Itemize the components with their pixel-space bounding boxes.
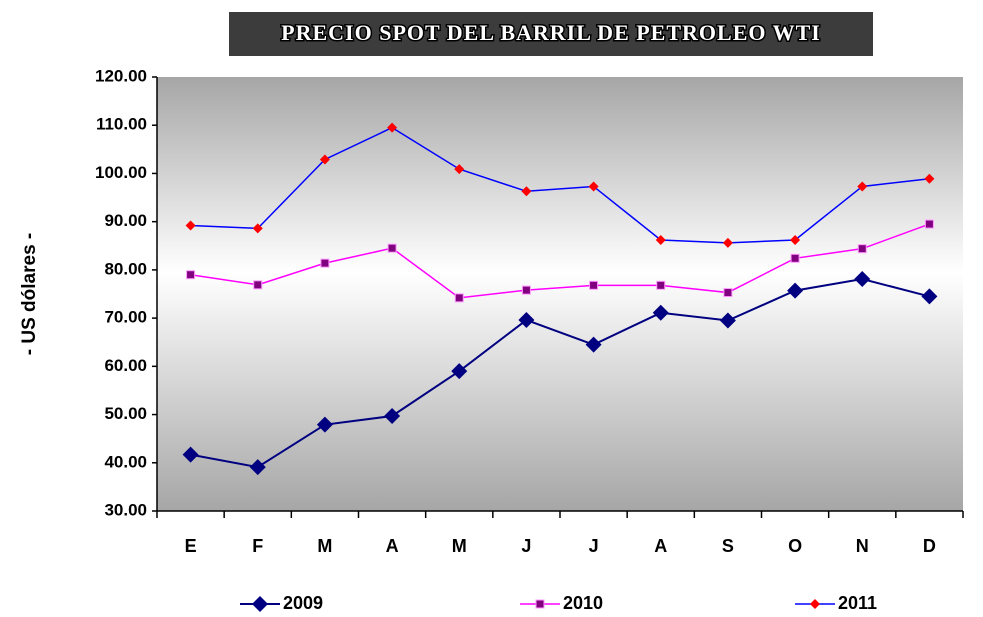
data-point bbox=[387, 122, 398, 133]
data-point bbox=[454, 293, 464, 303]
data-point bbox=[454, 164, 465, 175]
data-point bbox=[185, 220, 196, 231]
data-point bbox=[451, 363, 468, 380]
data-point bbox=[186, 270, 196, 280]
y-tick-label: 80.00 bbox=[104, 259, 147, 278]
data-point bbox=[521, 186, 532, 197]
y-tick-label: 100.00 bbox=[95, 163, 147, 182]
data-point bbox=[655, 234, 666, 245]
data-point bbox=[787, 282, 804, 299]
data-point bbox=[854, 271, 871, 288]
legend-label: 2009 bbox=[283, 593, 323, 613]
data-point bbox=[585, 336, 602, 353]
data-point bbox=[387, 243, 397, 253]
x-tick-label: N bbox=[856, 536, 869, 556]
x-tick-label: M bbox=[452, 536, 467, 556]
data-point bbox=[320, 258, 330, 268]
y-tick-label: 120.00 bbox=[95, 66, 147, 85]
data-point bbox=[921, 288, 938, 305]
data-point bbox=[316, 416, 333, 433]
x-tick-label: A bbox=[386, 536, 399, 556]
legend-label: 2010 bbox=[563, 593, 603, 613]
data-point bbox=[656, 280, 666, 290]
series-line bbox=[190, 278, 930, 469]
data-point bbox=[924, 173, 935, 184]
x-tick-label: J bbox=[521, 536, 531, 556]
y-tick-label: 110.00 bbox=[96, 115, 147, 134]
data-point bbox=[719, 312, 736, 329]
data-point bbox=[521, 285, 531, 295]
y-tick-label: 50.00 bbox=[104, 404, 147, 423]
data-point bbox=[790, 253, 800, 263]
data-point bbox=[319, 154, 330, 165]
x-tick-label: D bbox=[923, 536, 936, 556]
x-tick-label: J bbox=[589, 536, 599, 556]
data-point bbox=[518, 312, 535, 329]
y-tick-label: 30.00 bbox=[104, 500, 147, 519]
data-point bbox=[722, 237, 733, 248]
legend-marker bbox=[810, 599, 820, 609]
y-tick-label: 70.00 bbox=[104, 308, 147, 327]
series-line bbox=[190, 223, 930, 299]
chart-title: PRECIO SPOT DEL BARRIL DE PETROLEO WTI bbox=[281, 20, 821, 45]
data-point bbox=[253, 280, 263, 290]
y-tick-label: 90.00 bbox=[104, 211, 147, 230]
x-tick-label: S bbox=[722, 536, 734, 556]
data-point bbox=[652, 304, 669, 321]
x-tick-label: F bbox=[252, 536, 263, 556]
x-tick-label: O bbox=[788, 536, 802, 556]
data-point bbox=[249, 459, 266, 476]
data-point bbox=[384, 408, 401, 425]
data-point bbox=[182, 446, 199, 463]
x-tick-label: A bbox=[654, 536, 667, 556]
y-tick-label: 60.00 bbox=[104, 356, 147, 375]
series-line bbox=[190, 126, 930, 244]
data-point bbox=[857, 181, 868, 192]
data-point bbox=[857, 244, 867, 254]
legend-marker bbox=[535, 599, 545, 609]
legend-label: 2011 bbox=[838, 593, 877, 613]
legend-marker bbox=[252, 596, 268, 612]
data-point bbox=[252, 223, 263, 234]
data-point bbox=[790, 234, 801, 245]
y-tick-label: 40.00 bbox=[104, 452, 147, 471]
x-tick-label: M bbox=[317, 536, 332, 556]
data-point bbox=[589, 280, 599, 290]
plot-area bbox=[157, 77, 963, 511]
y-axis-label: - US dólares - bbox=[19, 233, 40, 355]
data-point bbox=[723, 288, 733, 298]
x-tick-label: E bbox=[185, 536, 197, 556]
title-box bbox=[229, 12, 873, 56]
data-point bbox=[924, 219, 934, 229]
data-point bbox=[588, 181, 599, 192]
